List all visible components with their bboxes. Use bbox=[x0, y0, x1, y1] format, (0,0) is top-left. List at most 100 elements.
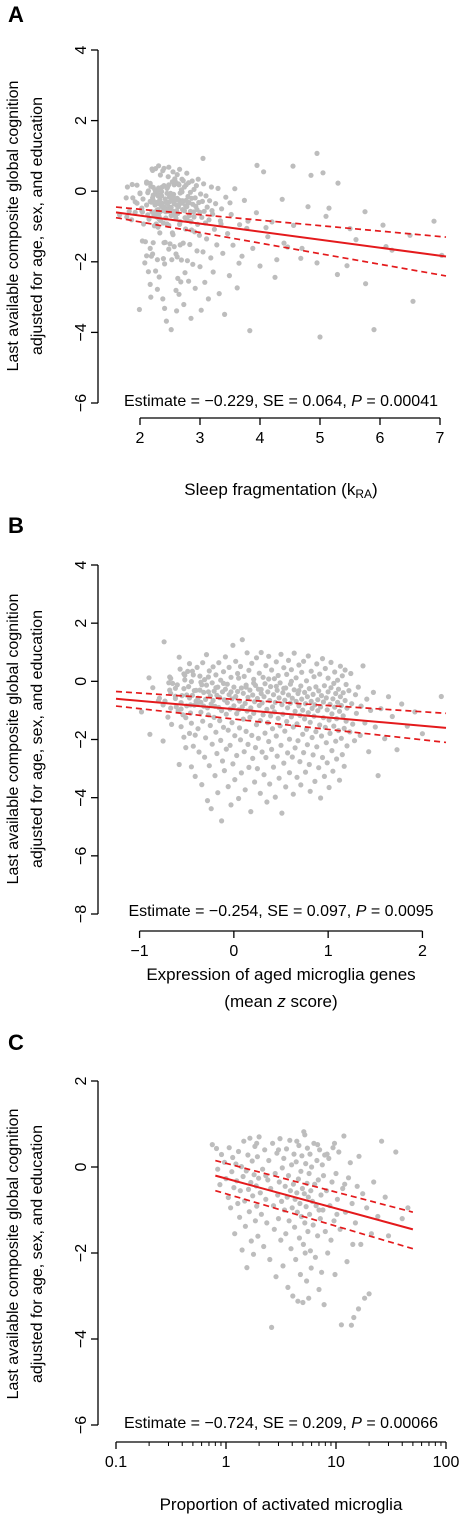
data-point bbox=[315, 697, 321, 703]
data-point bbox=[288, 678, 294, 684]
data-point bbox=[320, 1173, 327, 1179]
y-tick-label: −6 bbox=[73, 847, 90, 865]
data-point bbox=[231, 684, 237, 690]
data-point bbox=[264, 1220, 270, 1226]
data-point bbox=[206, 217, 212, 223]
y-tick-label: 0 bbox=[73, 1162, 90, 1171]
data-point bbox=[274, 687, 280, 693]
data-point bbox=[228, 689, 234, 695]
data-point bbox=[162, 305, 168, 311]
data-point bbox=[193, 183, 199, 189]
x-tick-label: 4 bbox=[256, 430, 265, 447]
data-point bbox=[308, 668, 314, 674]
data-point bbox=[195, 176, 201, 182]
data-point bbox=[249, 1158, 255, 1164]
data-point bbox=[213, 201, 219, 207]
data-point bbox=[189, 178, 195, 184]
data-point bbox=[279, 702, 285, 708]
data-point bbox=[126, 208, 132, 214]
data-point bbox=[301, 658, 307, 664]
data-point bbox=[261, 694, 267, 700]
data-point bbox=[300, 1299, 306, 1306]
stats-annotation: Estimate = −0.229, SE = 0.064, P = 0.000… bbox=[124, 393, 438, 410]
data-point bbox=[178, 706, 184, 712]
data-point bbox=[171, 191, 177, 197]
data-point bbox=[230, 1154, 236, 1161]
data-point bbox=[209, 208, 215, 214]
data-point bbox=[280, 690, 286, 696]
data-point bbox=[305, 204, 311, 210]
data-point bbox=[130, 195, 136, 201]
x-axis-title-part: Sleep fragmentation (k bbox=[184, 480, 356, 499]
panel-label: C bbox=[8, 1030, 24, 1055]
x-tick-label: 10 bbox=[327, 1454, 345, 1471]
data-point bbox=[335, 180, 341, 186]
data-point bbox=[250, 245, 256, 251]
data-point bbox=[274, 753, 280, 759]
data-point bbox=[290, 163, 296, 169]
panel-label: A bbox=[8, 2, 24, 27]
data-point bbox=[324, 1151, 330, 1157]
data-point bbox=[236, 260, 242, 266]
data-point bbox=[199, 782, 205, 788]
y-tick-label: 4 bbox=[73, 560, 90, 569]
data-point bbox=[372, 724, 378, 730]
data-point bbox=[192, 773, 198, 780]
data-point bbox=[231, 703, 237, 709]
data-point bbox=[309, 734, 315, 741]
data-point bbox=[296, 688, 302, 694]
data-point bbox=[314, 150, 320, 156]
data-point bbox=[315, 708, 321, 714]
data-point bbox=[179, 189, 185, 195]
data-point bbox=[351, 738, 358, 744]
data-point bbox=[252, 1218, 258, 1224]
data-point bbox=[213, 672, 219, 678]
data-point bbox=[183, 715, 189, 721]
data-point bbox=[364, 1205, 370, 1211]
data-point bbox=[222, 311, 228, 317]
data-point bbox=[294, 1138, 300, 1144]
data-point bbox=[181, 208, 187, 214]
x-tick-label: 7 bbox=[436, 430, 445, 447]
ci-upper-line bbox=[115, 206, 447, 238]
data-point bbox=[174, 172, 180, 178]
data-point bbox=[306, 1295, 312, 1301]
data-point bbox=[341, 1133, 347, 1139]
data-point bbox=[326, 205, 332, 211]
data-point bbox=[207, 722, 213, 729]
data-point bbox=[167, 241, 173, 247]
data-point bbox=[299, 1185, 305, 1192]
x-tick-label: 6 bbox=[376, 430, 385, 447]
data-point bbox=[314, 744, 320, 750]
data-point bbox=[279, 196, 285, 202]
data-point bbox=[341, 763, 347, 769]
data-point bbox=[276, 775, 282, 781]
data-point bbox=[393, 1149, 399, 1155]
data-point bbox=[290, 724, 296, 730]
data-point bbox=[342, 667, 348, 673]
data-point bbox=[201, 181, 207, 187]
data-point bbox=[246, 667, 252, 673]
data-point bbox=[382, 1194, 388, 1200]
data-point bbox=[233, 658, 239, 664]
data-point bbox=[198, 699, 204, 705]
data-point bbox=[356, 1153, 362, 1159]
data-point bbox=[197, 687, 203, 693]
data-point bbox=[160, 296, 166, 302]
data-point bbox=[193, 687, 199, 693]
data-point bbox=[235, 688, 241, 695]
data-point bbox=[341, 725, 347, 732]
x-tick-label: 0.1 bbox=[105, 1454, 127, 1471]
y-tick-label: −4 bbox=[73, 1330, 90, 1348]
data-point bbox=[254, 766, 260, 772]
ci-lower-line bbox=[115, 216, 447, 277]
data-point bbox=[247, 714, 253, 721]
data-point bbox=[324, 707, 330, 713]
data-point bbox=[176, 761, 182, 768]
data-point bbox=[159, 189, 165, 195]
data-point bbox=[185, 668, 191, 675]
data-point bbox=[353, 710, 359, 716]
data-point bbox=[358, 1241, 364, 1247]
data-point bbox=[297, 759, 303, 765]
x-axis-subtitle-part: z bbox=[276, 992, 286, 1011]
